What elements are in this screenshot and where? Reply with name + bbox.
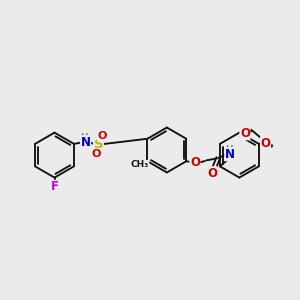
Text: CH₃: CH₃ xyxy=(130,160,149,169)
Text: N: N xyxy=(81,136,91,149)
Text: O: O xyxy=(98,130,107,141)
Text: O: O xyxy=(91,149,101,159)
Text: O: O xyxy=(190,156,200,169)
Text: O: O xyxy=(240,127,250,140)
Text: O: O xyxy=(261,137,271,150)
Text: S: S xyxy=(94,138,103,151)
Text: F: F xyxy=(50,180,59,193)
Text: H: H xyxy=(81,133,88,142)
Text: N: N xyxy=(225,148,235,161)
Text: O: O xyxy=(207,167,217,180)
Text: H: H xyxy=(225,145,233,154)
